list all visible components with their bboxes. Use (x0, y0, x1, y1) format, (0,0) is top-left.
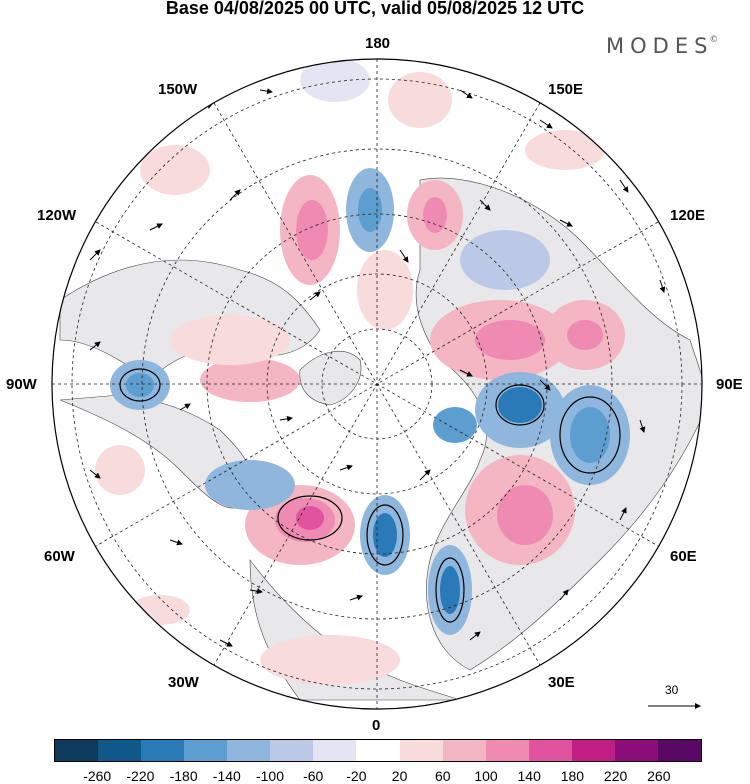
lon-label-60e: 60E (670, 548, 697, 565)
colorbar-swatch (571, 740, 615, 761)
lon-label-150w: 150W (158, 81, 198, 98)
lon-label-30e: 30E (548, 674, 575, 691)
colorbar-swatch (356, 740, 400, 761)
colorbar-swatch (528, 740, 572, 761)
lon-label-30w: 30W (168, 674, 199, 691)
colorbar-tick-label: -100 (255, 768, 285, 784)
lon-label-60w: 60W (44, 548, 75, 565)
colorbar-swatch (313, 740, 357, 761)
lon-label-90w: 90W (6, 376, 37, 393)
colorbar-swatch (141, 740, 185, 761)
colorbar-ticks: -260 -220 -180 -140 -100 -60 -20 20 60 100 140 180 2… (0, 768, 750, 784)
wind-vectors (89, 88, 666, 647)
page-title: Base 04/08/2025 00 UTC, valid 05/08/2025… (165, 0, 585, 18)
colorbar-tick-label: -220 (126, 768, 155, 784)
colorbar-tick-label: 140 (517, 768, 541, 784)
colorbar-swatch (270, 740, 314, 761)
colorbar-swatch (98, 740, 142, 761)
colorbar-tick-label: 20 (391, 768, 408, 784)
lon-label-120e: 120E (670, 207, 706, 224)
colorbar-tick-label: -140 (212, 768, 241, 784)
colorbar-swatch (184, 740, 228, 761)
colorbar-swatch (657, 740, 701, 761)
height-anomaly-field (95, 59, 630, 685)
colorbar-swatch (227, 740, 271, 761)
lon-label-120w: 120W (37, 207, 77, 224)
reference-vector-label: 30 (665, 683, 679, 697)
colorbar-tick-label: -60 (303, 768, 324, 784)
colorbar-tick-label: 100 (474, 768, 498, 784)
colorbar-tick-label: 220 (603, 768, 628, 784)
modes-logo: MODES© (606, 34, 719, 58)
colorbar-tick-label: 260 (647, 768, 671, 784)
colorbar-swatch (485, 740, 529, 761)
colorbar-tick-label: -180 (169, 768, 198, 784)
colorbar-tick-label: 180 (560, 768, 585, 784)
lon-label-90e: 90E (716, 376, 743, 393)
colorbar-swatch (55, 740, 99, 761)
colorbar-tick-label: -260 (83, 768, 112, 784)
colorbar-tick-label: 60 (435, 768, 451, 784)
contour-lines (119, 368, 621, 623)
lon-label-180: 180 (365, 35, 391, 52)
colorbar-swatch (614, 740, 658, 761)
polar-map[interactable] (0, 0, 750, 735)
colorbar-tick-label: -20 (346, 768, 367, 784)
lon-label-0: 0 (372, 717, 381, 734)
lon-label-150e: 150E (548, 81, 584, 98)
colorbar (54, 739, 702, 762)
map-boundary (51, 58, 703, 710)
colorbar-swatch (399, 740, 443, 761)
colorbar-swatch (442, 740, 486, 761)
